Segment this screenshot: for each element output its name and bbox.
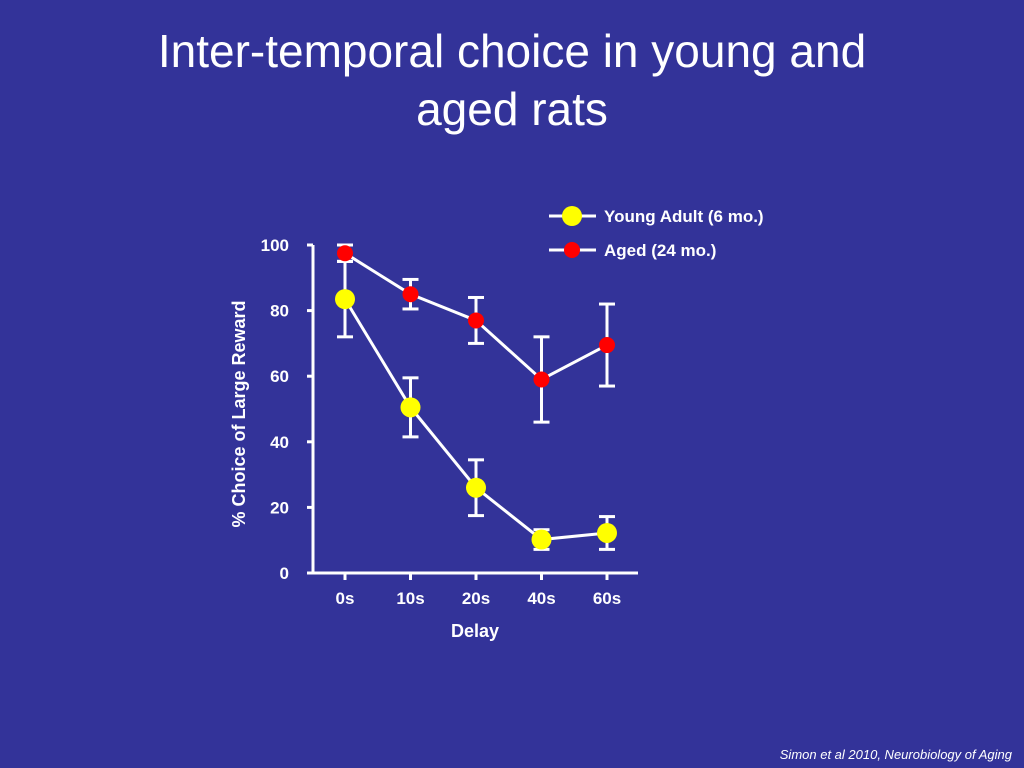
y-tick-label: 100 <box>261 236 289 255</box>
data-point <box>599 337 615 354</box>
legend-label: Aged (24 mo.) <box>604 241 716 260</box>
title-line-2: aged rats <box>416 83 608 135</box>
data-point <box>466 477 486 498</box>
y-tick-label: 20 <box>270 498 289 517</box>
y-tick-label: 40 <box>270 433 289 452</box>
x-axis-label: Delay <box>451 621 499 641</box>
y-tick-label: 80 <box>270 302 289 321</box>
chart-legend: Young Adult (6 mo.) Aged (24 mo.) <box>549 206 764 260</box>
data-point <box>597 522 617 543</box>
data-point <box>337 245 353 262</box>
y-tick-label: 60 <box>270 367 289 386</box>
legend-marker <box>562 206 582 226</box>
legend-label: Young Adult (6 mo.) <box>604 207 764 226</box>
x-tick-label: 60s <box>593 589 621 608</box>
x-tick-label: 10s <box>396 589 424 608</box>
chart-series <box>335 243 617 551</box>
data-point <box>533 371 550 388</box>
data-point <box>400 397 421 418</box>
citation: Simon et al 2010, Neurobiology of Aging <box>779 747 1012 762</box>
legend-item-0: Young Adult (6 mo.) <box>549 206 764 226</box>
data-point <box>335 289 355 310</box>
data-point <box>531 529 552 550</box>
series-0 <box>335 259 617 551</box>
y-axis-label: % Choice of Large Reward <box>229 300 249 527</box>
legend-marker <box>564 242 580 258</box>
data-point <box>468 312 484 329</box>
x-tick-label: 40s <box>527 589 555 608</box>
x-tick-label: 20s <box>462 589 490 608</box>
x-tick-label: 0s <box>336 589 355 608</box>
slide-title: Inter-temporal choice in young and aged … <box>60 22 964 138</box>
legend-item-1: Aged (24 mo.) <box>549 241 716 260</box>
title-line-1: Inter-temporal choice in young and <box>157 25 867 77</box>
data-point <box>402 286 419 303</box>
series-1 <box>337 243 615 424</box>
chart-axes: 0 20 40 60 80 100 0s 10s 20s 40s 60s Delay % Choice … <box>229 236 638 641</box>
y-tick-label: 0 <box>280 564 289 583</box>
